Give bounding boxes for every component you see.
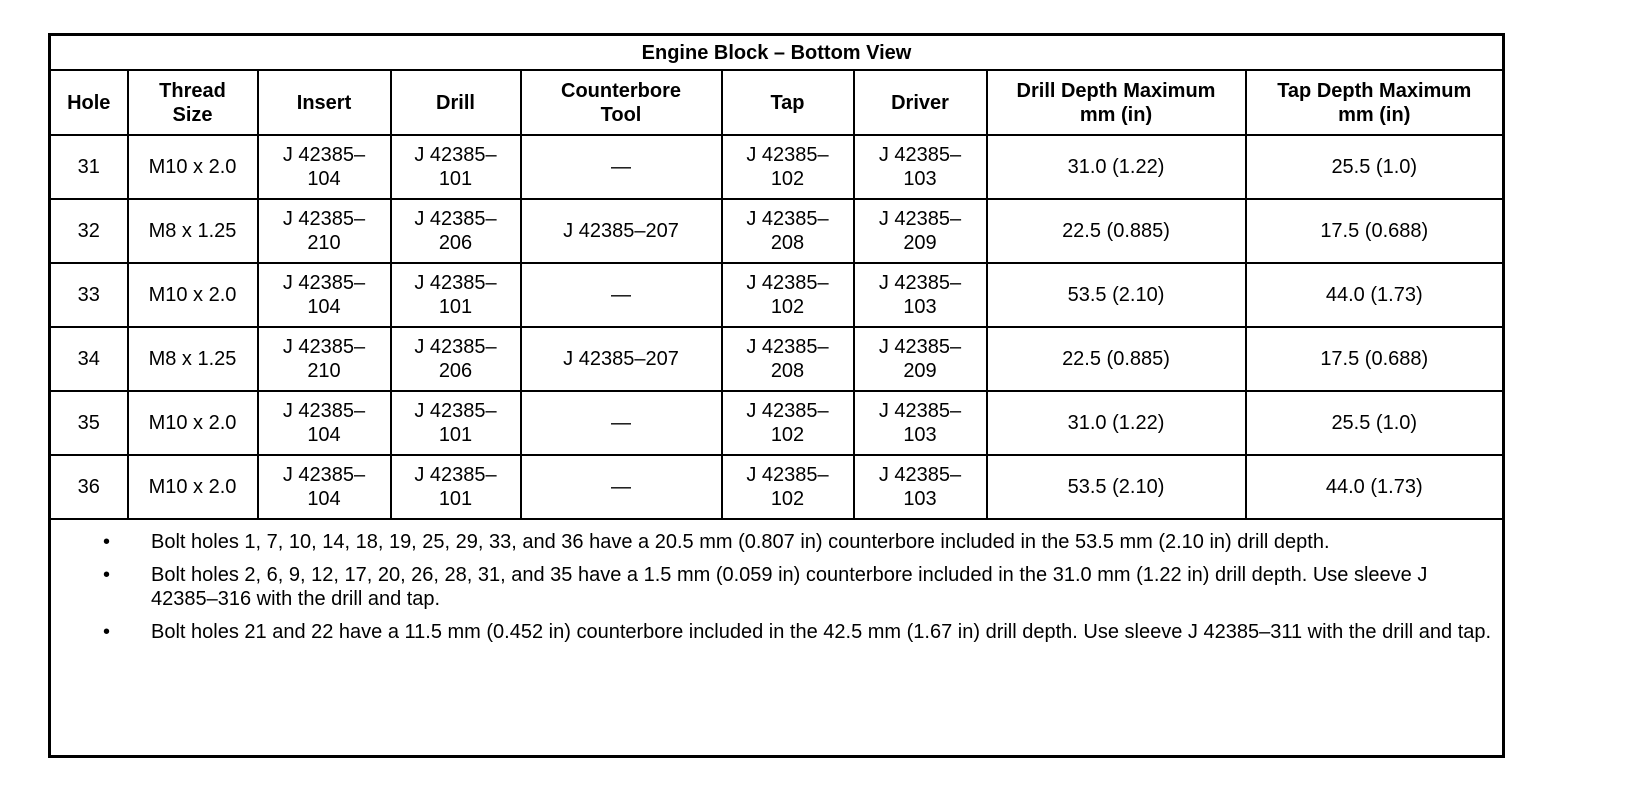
cell-driver: J 42385– 103 [852, 134, 988, 200]
cell-hole: 31 [48, 134, 129, 200]
cell-tap: J 42385– 102 [720, 262, 855, 328]
header-thread-size: Thread Size [126, 69, 259, 136]
cell-driver: J 42385– 209 [852, 326, 988, 392]
cell-hole: 33 [48, 262, 129, 328]
cell-hole: 36 [48, 454, 129, 520]
cell-insert: J 42385– 210 [256, 326, 392, 392]
header-row: Hole Thread Size Insert Drill Counterbore To… [48, 69, 1505, 136]
table-title: Engine Block – Bottom View [48, 33, 1505, 71]
cell-counterbore-tool: — [519, 134, 723, 200]
note-text: Bolt holes 1, 7, 10, 14, 18, 19, 25, 29,… [151, 531, 1330, 553]
table-row: 32 M8 x 1.25 J 42385– 210 J 42385– 206 J 423… [48, 198, 1505, 264]
engine-block-table: Engine Block – Bottom View Hole Thread Si… [48, 33, 1505, 758]
bullet-icon: • [103, 531, 111, 553]
cell-driver: J 42385– 103 [852, 390, 988, 456]
cell-counterbore-tool: — [519, 454, 723, 520]
cell-tap-depth-max: 17.5 (0.688) [1244, 326, 1505, 392]
cell-tap-depth-max: 44.0 (1.73) [1244, 262, 1505, 328]
cell-drill-depth-max: 31.0 (1.22) [985, 390, 1247, 456]
cell-tap: J 42385– 208 [720, 326, 855, 392]
cell-counterbore-tool: — [519, 390, 723, 456]
cell-tap: J 42385– 208 [720, 198, 855, 264]
header-drill: Drill [389, 69, 522, 136]
notes: • Bolt holes 1, 7, 10, 14, 18, 19, 25, 29… [48, 518, 1505, 758]
table-row: 31 M10 x 2.0 J 42385– 104 J 42385– 101— J 42… [48, 134, 1505, 200]
cell-drill: J 42385– 101 [389, 390, 522, 456]
notes-row: • Bolt holes 1, 7, 10, 14, 18, 19, 25, 29… [48, 518, 1505, 758]
cell-tap: J 42385– 102 [720, 390, 855, 456]
cell-drill: J 42385– 101 [389, 454, 522, 520]
cell-driver: J 42385– 103 [852, 454, 988, 520]
table-row: 35 M10 x 2.0 J 42385– 104 J 42385– 101— J 42… [48, 390, 1505, 456]
cell-tap-depth-max: 44.0 (1.73) [1244, 454, 1505, 520]
header-tap: Tap [720, 69, 855, 136]
cell-insert: J 42385– 104 [256, 134, 392, 200]
cell-drill: J 42385– 206 [389, 198, 522, 264]
cell-driver: J 42385– 103 [852, 262, 988, 328]
cell-drill-depth-max: 22.5 (0.885) [985, 198, 1247, 264]
cell-insert: J 42385– 210 [256, 198, 392, 264]
table-row: 33 M10 x 2.0 J 42385– 104 J 42385– 101— J 42… [48, 262, 1505, 328]
cell-tap-depth-max: 25.5 (1.0) [1244, 390, 1505, 456]
note-text: Bolt holes 2, 6, 9, 12, 17, 20, 26, 28, … [151, 564, 1428, 610]
cell-hole: 35 [48, 390, 129, 456]
cell-counterbore-tool: — [519, 262, 723, 328]
notes-list: • Bolt holes 1, 7, 10, 14, 18, 19, 25, 29… [51, 530, 1492, 644]
cell-tap-depth-max: 17.5 (0.688) [1244, 198, 1505, 264]
cell-insert: J 42385– 104 [256, 454, 392, 520]
cell-tap: J 42385– 102 [720, 454, 855, 520]
cell-tap: J 42385– 102 [720, 134, 855, 200]
header-driver: Driver [852, 69, 988, 136]
cell-drill: J 42385– 101 [389, 262, 522, 328]
note-item: • Bolt holes 21 and 22 have a 11.5 mm (0.… [51, 620, 1492, 644]
note-item: • Bolt holes 2, 6, 9, 12, 17, 20, 26, 28,… [51, 563, 1492, 611]
cell-counterbore-tool: J 42385–207 [519, 198, 723, 264]
cell-drill-depth-max: 22.5 (0.885) [985, 326, 1247, 392]
cell-thread-size: M10 x 2.0 [126, 390, 259, 456]
cell-drill-depth-max: 53.5 (2.10) [985, 262, 1247, 328]
table-row: 34 M8 x 1.25 J 42385– 210 J 42385– 206 J 423… [48, 326, 1505, 392]
header-hole: Hole [48, 69, 129, 136]
cell-drill: J 42385– 101 [389, 134, 522, 200]
cell-insert: J 42385– 104 [256, 262, 392, 328]
bullet-icon: • [103, 564, 111, 586]
header-drill-depth-max: Drill Depth Maximum mm (in) [985, 69, 1247, 136]
header-counterbore-tool: Counterbore Tool [519, 69, 723, 136]
header-insert: Insert [256, 69, 392, 136]
cell-thread-size: M10 x 2.0 [126, 262, 259, 328]
cell-hole: 34 [48, 326, 129, 392]
note-text: Bolt holes 21 and 22 have a 11.5 mm (0.4… [151, 621, 1492, 643]
bullet-icon: • [103, 621, 111, 643]
cell-thread-size: M10 x 2.0 [126, 134, 259, 200]
cell-thread-size: M8 x 1.25 [126, 198, 259, 264]
cell-insert: J 42385– 104 [256, 390, 392, 456]
cell-drill-depth-max: 31.0 (1.22) [985, 134, 1247, 200]
cell-driver: J 42385– 209 [852, 198, 988, 264]
cell-drill: J 42385– 206 [389, 326, 522, 392]
cell-counterbore-tool: J 42385–207 [519, 326, 723, 392]
cell-tap-depth-max: 25.5 (1.0) [1244, 134, 1505, 200]
cell-thread-size: M8 x 1.25 [126, 326, 259, 392]
cell-thread-size: M10 x 2.0 [126, 454, 259, 520]
cell-drill-depth-max: 53.5 (2.10) [985, 454, 1247, 520]
note-item: • Bolt holes 1, 7, 10, 14, 18, 19, 25, 29… [51, 530, 1492, 554]
cell-hole: 32 [48, 198, 129, 264]
table-row: 36 M10 x 2.0 J 42385– 104 J 42385– 101— J 42… [48, 454, 1505, 520]
header-tap-depth-max: Tap Depth Maximum mm (in) [1244, 69, 1505, 136]
